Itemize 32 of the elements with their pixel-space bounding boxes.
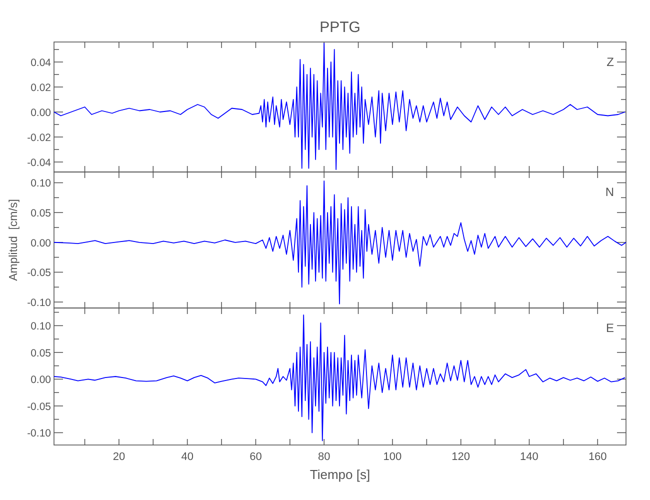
x-tick-label: 120 — [452, 451, 470, 463]
y-tick-label: 0.05 — [30, 208, 52, 220]
y-tick-label: -0.05 — [27, 400, 52, 413]
line-series — [54, 42, 626, 170]
annotation: E — [606, 321, 614, 335]
chart-title: PPTG — [320, 19, 360, 36]
x-tick-label: 80 — [318, 451, 330, 463]
line-series — [54, 180, 626, 304]
annotation: N — [605, 185, 614, 199]
y-tick-label: 0.05 — [30, 347, 52, 360]
x-tick-label: 60 — [250, 451, 262, 463]
y-tick-label: -0.04 — [27, 157, 52, 169]
y-tick-label: 0.00 — [30, 107, 52, 119]
y-tick-label: 0.00 — [30, 237, 52, 250]
y-tick-label: 0.10 — [30, 178, 52, 190]
x-tick-label: 140 — [520, 451, 538, 463]
x-axis-title: Tiempo [s] — [310, 467, 370, 482]
y-tick-label: 0.02 — [30, 82, 52, 94]
y-tick-label: 0.10 — [30, 320, 52, 333]
y-tick-label: -0.05 — [27, 267, 52, 280]
y-tick-label: 0.00 — [30, 374, 52, 386]
line-series — [54, 314, 626, 442]
y-tick-label: 0.04 — [30, 57, 52, 69]
x-tick-label: 40 — [181, 451, 194, 463]
y-tick-label: -0.02 — [27, 132, 52, 144]
x-tick-label: 100 — [383, 451, 402, 463]
x-tick-label: 160 — [588, 451, 607, 463]
annotation: Z — [606, 55, 614, 69]
y-tick-label: -0.10 — [27, 297, 52, 310]
y-tick-label: -0.10 — [27, 428, 52, 440]
y-axis-title: Amplitud [cm/s] — [8, 199, 20, 281]
x-tick-label: 20 — [112, 451, 126, 463]
